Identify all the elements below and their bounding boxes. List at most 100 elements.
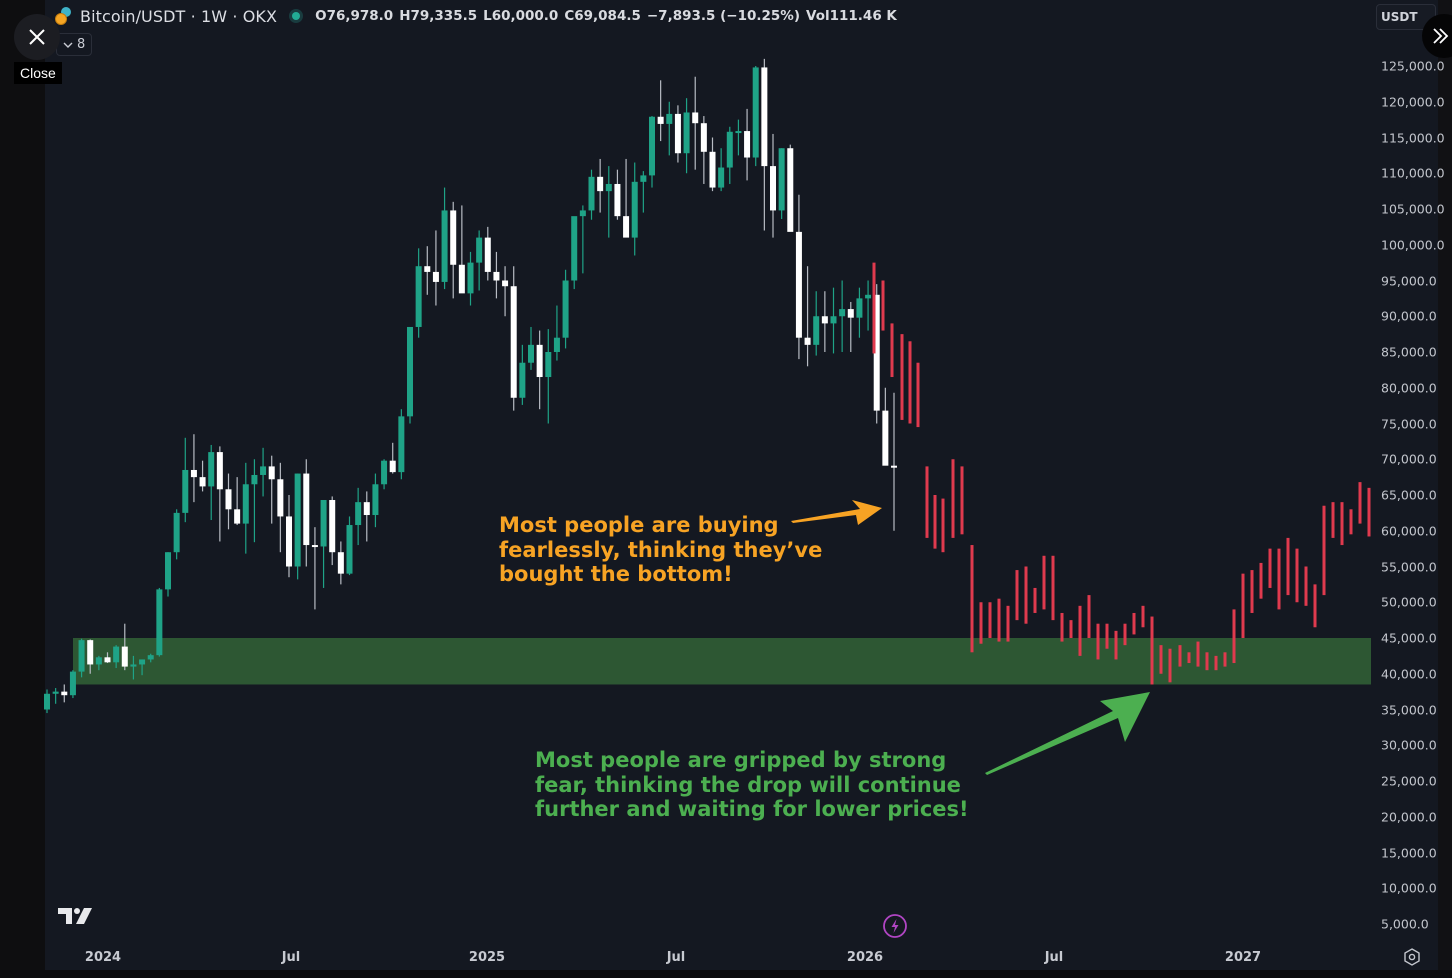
- projection-bar: [1340, 502, 1344, 546]
- price-tick-label: 120,000.0: [1381, 94, 1445, 110]
- projection-bar: [1132, 612, 1136, 635]
- candle-body: [813, 316, 820, 345]
- candle-body: [173, 512, 180, 553]
- candle-body: [683, 112, 690, 154]
- price-tick-label: 40,000.0: [1381, 666, 1437, 682]
- candle-body: [346, 525, 353, 574]
- candle-body: [770, 166, 776, 211]
- candle-body: [303, 473, 310, 546]
- projection-bar: [1277, 548, 1281, 610]
- price-tick-label: 55,000.0: [1381, 559, 1437, 574]
- projection-bar: [1168, 648, 1172, 683]
- candle-body: [363, 502, 370, 516]
- symbol-title[interactable]: Bitcoin/USDT · 1W · OKX: [80, 6, 278, 26]
- projection-bar: [1042, 555, 1046, 610]
- price-tick-label: 50,000.0: [1381, 594, 1437, 610]
- projection-bar: [1024, 566, 1028, 624]
- projection-bar: [1187, 652, 1191, 664]
- projection-bar: [1295, 548, 1299, 603]
- indicators-count: 8: [77, 37, 86, 52]
- candle-body: [528, 344, 534, 363]
- close-button[interactable]: [14, 14, 60, 60]
- support-zone[interactable]: [73, 638, 1371, 685]
- candle-body: [605, 183, 612, 192]
- time-tick-label: 2026: [846, 950, 884, 965]
- candle-body: [311, 545, 318, 548]
- candle-body: [891, 465, 897, 468]
- price-tick-label: 5,000.0: [1381, 916, 1429, 932]
- projection-bar: [1087, 595, 1091, 638]
- candle-body: [165, 552, 171, 590]
- expand-panel-button[interactable]: [1422, 14, 1452, 58]
- candle-body: [847, 309, 854, 318]
- projection-bar: [1150, 616, 1154, 685]
- x-icon: [29, 29, 45, 45]
- candle-body: [657, 116, 664, 124]
- candle-body: [588, 176, 595, 211]
- projection-bar: [1349, 509, 1353, 535]
- price-axis[interactable]: 125,000.0 120,000.0 115,000.0 110,000.0 105,…: [1372, 0, 1445, 940]
- time-tick-label: Jul: [666, 950, 686, 965]
- candle-body: [277, 479, 284, 517]
- right-margin: [1438, 0, 1452, 978]
- candle-body: [52, 691, 59, 694]
- candle-body: [87, 640, 94, 665]
- projection-bar: [1051, 555, 1055, 621]
- projection-bar: [1159, 645, 1163, 674]
- time-axis[interactable]: 2024 Jul 2025 Jul 2026 Jul 2027: [45, 940, 1375, 970]
- candle-body: [562, 280, 569, 338]
- projection-bar: [1250, 570, 1254, 613]
- projection-bar: [1241, 573, 1245, 638]
- tradingview-logo-icon[interactable]: [58, 906, 94, 928]
- candle-body: [830, 316, 837, 324]
- candle-body: [139, 659, 146, 665]
- projection-bar: [916, 362, 920, 428]
- time-tick-label: 2027: [1224, 950, 1262, 965]
- time-tick-label: Jul: [1044, 950, 1064, 965]
- price-tick-label: 20,000.0: [1381, 809, 1437, 825]
- projection-bar: [872, 262, 876, 354]
- candle-body: [666, 113, 673, 124]
- annotation-buying-fearlessly: Most people are buying fearlessly, think…: [499, 513, 823, 586]
- candle-body: [190, 469, 197, 478]
- lightning-event-icon[interactable]: [882, 913, 908, 939]
- projection-bar: [1331, 502, 1335, 538]
- left-margin: [0, 0, 45, 978]
- candle-body: [432, 271, 439, 282]
- projection-bar: [1286, 537, 1290, 596]
- projection-bar: [1259, 562, 1263, 599]
- projection-bar: [1268, 548, 1272, 588]
- market-status-icon: [289, 9, 304, 23]
- projection-bar: [1105, 623, 1109, 649]
- candle-body: [95, 657, 102, 665]
- candle-body: [718, 167, 725, 188]
- candle-body: [536, 344, 543, 378]
- indicators-toggle-button[interactable]: 8: [56, 33, 93, 56]
- candle-body: [795, 231, 802, 338]
- projection-bar: [1078, 605, 1082, 656]
- candle-body: [545, 352, 552, 378]
- candle-body: [104, 657, 111, 663]
- settings-hexagon-icon[interactable]: [1402, 947, 1422, 967]
- candle-body: [640, 175, 647, 182]
- close-tooltip: Close: [14, 62, 62, 84]
- candle-body: [44, 693, 50, 710]
- candle-body: [467, 262, 474, 294]
- projection-bar: [1322, 505, 1326, 596]
- open-value: O76,978.0: [315, 8, 394, 24]
- projection-bar: [1367, 487, 1371, 537]
- candle-body: [778, 148, 785, 211]
- close-value: C69,084.5: [564, 8, 641, 24]
- candle-body: [407, 326, 413, 417]
- candle-body: [234, 509, 241, 524]
- candle-body: [147, 655, 154, 660]
- candle-body: [873, 294, 880, 411]
- candle-body: [329, 500, 336, 553]
- projection-bar: [1033, 587, 1037, 613]
- candle-body: [502, 280, 509, 287]
- candle-body: [484, 237, 491, 272]
- candle-body: [623, 216, 630, 238]
- price-tick-label: 100,000.0: [1381, 237, 1445, 253]
- price-tick-label: 95,000.0: [1381, 273, 1437, 288]
